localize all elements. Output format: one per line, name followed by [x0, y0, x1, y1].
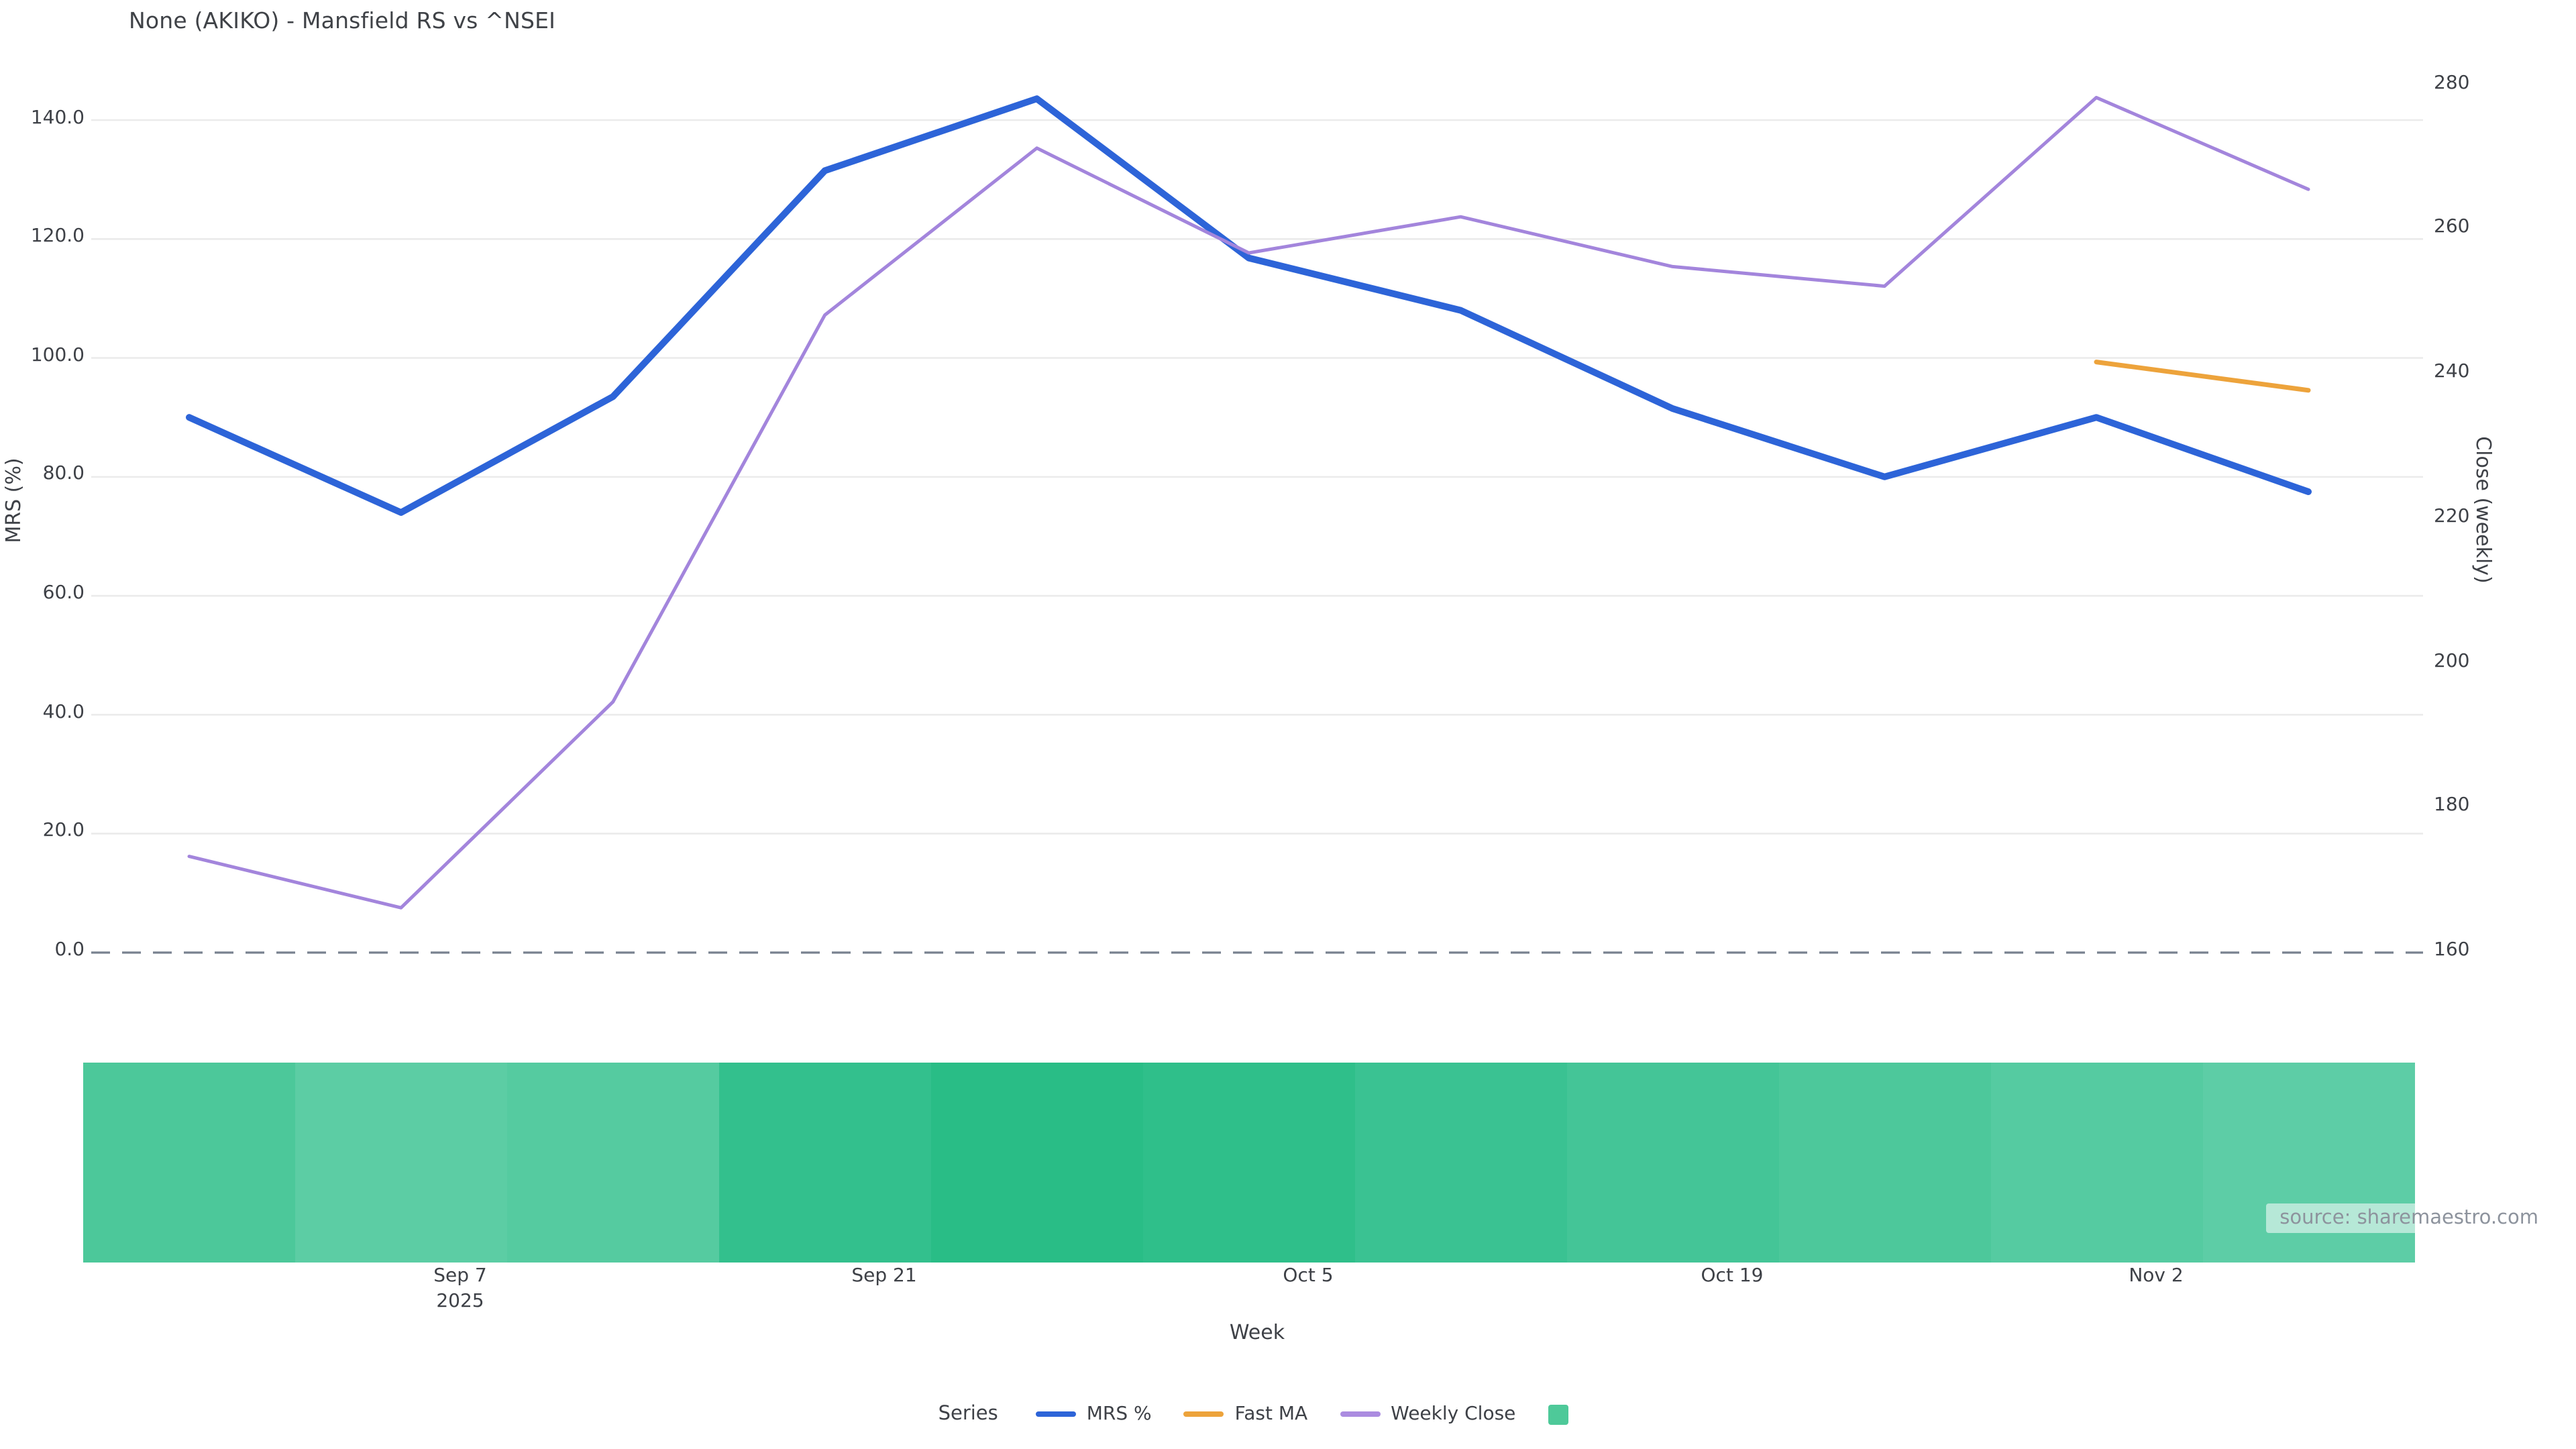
x-tick-label: Oct 5	[1283, 1265, 1334, 1287]
right-axis-title: Close (weekly)	[2471, 436, 2496, 584]
legend-item-mrs[interactable]: MRS %	[1035, 1403, 1152, 1425]
heatmap-cell	[1143, 1063, 1355, 1263]
legend-square-swatch	[1548, 1404, 1568, 1424]
heatmap-cell	[719, 1063, 931, 1263]
right-tick-label: 240	[2434, 361, 2470, 382]
left-axis-title: MRS (%)	[1, 458, 25, 543]
legend-item-weekly-close[interactable]: Weekly Close	[1340, 1403, 1515, 1425]
left-tick-label: 20.0	[42, 820, 85, 842]
series-line-weekly-close	[187, 95, 2310, 910]
legend-item-label: MRS %	[1086, 1403, 1152, 1425]
x-tick-label: Sep 21	[851, 1265, 917, 1287]
legend-line-swatch	[1340, 1411, 1381, 1417]
heatmap-cell	[295, 1063, 507, 1263]
left-tick-label: 60.0	[42, 582, 85, 604]
left-tick-label: 100.0	[30, 344, 85, 366]
legend-item-fast-ma[interactable]: Fast MA	[1183, 1403, 1308, 1425]
legend-item-label: Weekly Close	[1391, 1403, 1516, 1425]
legend-item-heatmap[interactable]	[1548, 1404, 1568, 1424]
x-tick-label: Sep 7	[433, 1265, 487, 1287]
left-tick-label: 80.0	[42, 463, 85, 485]
legend-item-label: Fast MA	[1234, 1403, 1308, 1425]
x-tick-label: Nov 2	[2129, 1265, 2184, 1287]
legend: Series MRS % Fast MA Weekly Close	[83, 1403, 2423, 1425]
legend-title: Series	[938, 1403, 998, 1425]
right-tick-label: 160	[2434, 939, 2470, 961]
heatmap-cell	[1567, 1063, 1779, 1263]
heatmap-cell	[931, 1063, 1143, 1263]
heatmap-cell	[507, 1063, 719, 1263]
series-line-fast-ma	[2094, 360, 2311, 393]
right-tick-label: 280	[2434, 72, 2470, 93]
x-axis-title: Week	[1229, 1320, 1285, 1344]
x-tick-label: Oct 19	[1701, 1265, 1764, 1287]
left-tick-label: 40.0	[42, 701, 85, 723]
right-tick-label: 200	[2434, 650, 2470, 672]
right-tick-label: 180	[2434, 794, 2470, 816]
heatmap-cell	[83, 1063, 295, 1263]
legend-line-swatch	[1183, 1411, 1224, 1417]
series-line-mrs	[186, 95, 2312, 516]
heatmap-cell	[1355, 1063, 1567, 1263]
legend-line-swatch	[1035, 1411, 1076, 1417]
right-tick-label: 220	[2434, 505, 2470, 527]
left-tick-label: 0.0	[54, 939, 85, 961]
source-watermark: source: sharemaestro.com	[2266, 1203, 2552, 1233]
heatmap-cell	[1779, 1063, 1991, 1263]
x-tick-year-label: 2025	[436, 1291, 484, 1312]
left-tick-label: 140.0	[30, 107, 85, 128]
right-tick-label: 260	[2434, 216, 2470, 238]
left-tick-label: 120.0	[30, 225, 85, 248]
heatmap-cell	[1991, 1063, 2203, 1263]
heatmap-strip	[83, 1063, 2415, 1263]
chart-title: None (AKIKO) - Mansfield RS vs ^NSEI	[129, 8, 556, 34]
